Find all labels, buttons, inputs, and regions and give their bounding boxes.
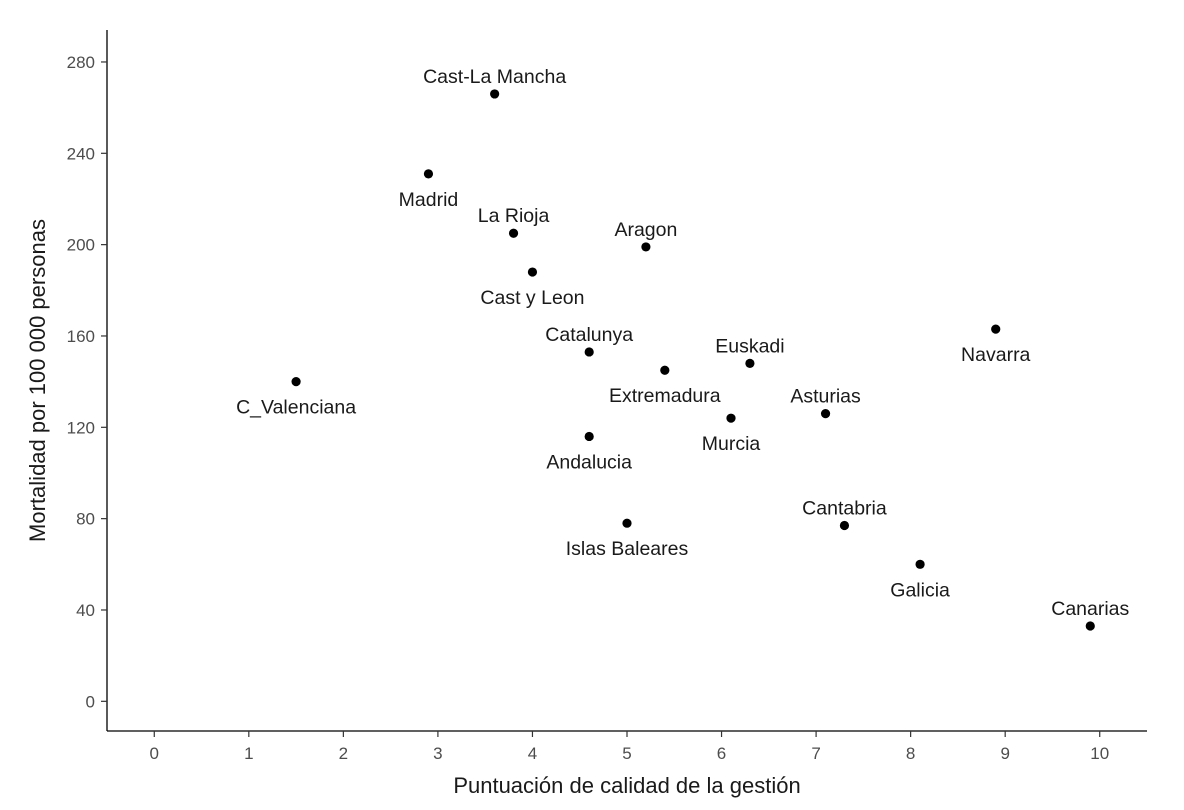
data-label: Navarra (961, 344, 1031, 366)
axes: 0 1 2 3 4 5 6 7 8 9 10 0 40 80 120 160 200 240 280 (67, 30, 1147, 763)
data-point (291, 377, 301, 387)
y-tick-label: 0 (86, 692, 95, 711)
data-point (584, 431, 594, 442)
x-tick-label: 5 (622, 744, 631, 763)
x-tick-label: 9 (1000, 744, 1009, 763)
data-point (660, 365, 670, 375)
data-label: Aragon (614, 219, 677, 241)
data-labels: Cast-La Mancha Madrid La Rioja Aragon Cast y… (236, 66, 1129, 620)
y-tick-label: 120 (67, 418, 95, 437)
x-tick-label: 1 (244, 744, 253, 763)
data-point (508, 228, 519, 238)
y-tick-label: 40 (76, 601, 95, 620)
x-axis-ticks: 0 1 2 3 4 5 6 7 8 9 10 (150, 731, 1109, 763)
x-axis-title: Puntuación de calidad de la gestión (453, 773, 800, 798)
data-point (584, 347, 594, 357)
data-point (745, 358, 755, 368)
data-label: Canarias (1051, 598, 1129, 620)
data-label: Galicia (890, 579, 950, 601)
data-label: Madrid (399, 189, 459, 211)
data-label: Cast-La Mancha (423, 66, 566, 88)
y-axis-title: Mortalidad por 100 000 personas (25, 219, 50, 542)
data-point (991, 324, 1001, 334)
data-point (490, 89, 500, 99)
y-tick-label: 80 (76, 510, 95, 529)
data-label: Catalunya (545, 324, 633, 346)
data-point (527, 267, 538, 277)
data-label: Murcia (702, 433, 761, 455)
data-label: Islas Baleares (566, 538, 689, 560)
data-label: Cast y Leon (480, 287, 584, 309)
y-tick-label: 240 (67, 144, 95, 163)
data-point (1085, 621, 1095, 631)
data-label: Euskadi (715, 335, 784, 357)
x-tick-label: 0 (150, 744, 159, 763)
x-tick-label: 8 (906, 744, 915, 763)
y-tick-label: 280 (67, 53, 95, 72)
x-tick-label: 7 (811, 744, 820, 763)
y-axis-ticks: 0 40 80 120 160 200 240 280 (67, 53, 107, 711)
x-tick-label: 6 (717, 744, 726, 763)
data-label: Cantabria (802, 497, 887, 519)
x-tick-label: 4 (528, 744, 537, 763)
data-points (291, 89, 1095, 631)
data-label: Extremadura (609, 385, 721, 407)
x-tick-label: 3 (433, 744, 442, 763)
data-label: C_Valenciana (236, 397, 356, 419)
data-label: Andalucia (546, 451, 632, 473)
y-tick-label: 200 (67, 236, 95, 255)
x-tick-label: 2 (339, 744, 348, 763)
data-point (915, 559, 925, 569)
data-point (726, 413, 736, 423)
data-point (622, 518, 632, 528)
data-point (423, 169, 434, 179)
data-point (839, 520, 850, 531)
data-point (820, 409, 831, 419)
data-label: La Rioja (478, 205, 550, 227)
x-tick-label: 10 (1090, 744, 1109, 763)
data-point (641, 242, 651, 252)
data-label: Asturias (790, 386, 861, 408)
y-tick-label: 160 (67, 327, 95, 346)
